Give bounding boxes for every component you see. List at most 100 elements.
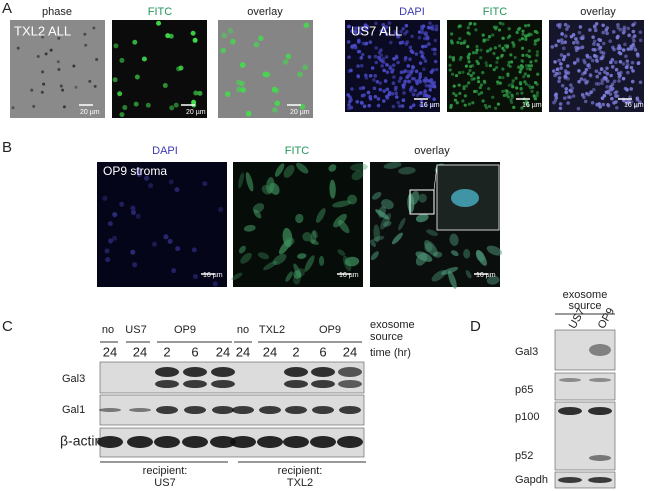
cell bbox=[347, 69, 352, 73]
cell bbox=[463, 94, 467, 98]
cell bbox=[535, 31, 539, 35]
cell bbox=[245, 110, 252, 117]
cell bbox=[302, 232, 312, 242]
band bbox=[211, 367, 235, 377]
scale-bar: 20 µm bbox=[80, 109, 100, 116]
cell bbox=[59, 84, 63, 88]
cell bbox=[135, 213, 141, 219]
blot-strip bbox=[554, 471, 616, 489]
cell bbox=[379, 48, 383, 52]
cell bbox=[282, 59, 289, 65]
cell bbox=[590, 100, 595, 105]
cell bbox=[535, 91, 540, 95]
cell bbox=[588, 28, 592, 32]
cell bbox=[591, 47, 596, 52]
cell bbox=[362, 93, 367, 97]
cell bbox=[409, 89, 413, 93]
cell bbox=[191, 99, 197, 105]
cell bbox=[337, 249, 346, 256]
cell bbox=[374, 21, 378, 26]
cell bbox=[471, 101, 475, 105]
cell bbox=[527, 55, 531, 59]
cell bbox=[510, 100, 514, 105]
cell bbox=[176, 66, 182, 72]
cell bbox=[506, 63, 511, 67]
cell bbox=[385, 96, 390, 100]
cell bbox=[512, 43, 516, 47]
cell bbox=[450, 41, 454, 45]
cell bbox=[461, 99, 465, 103]
cell bbox=[519, 87, 523, 91]
cell bbox=[421, 30, 425, 35]
cell bbox=[358, 86, 363, 91]
cell bbox=[475, 250, 485, 262]
cell bbox=[423, 44, 428, 49]
cell bbox=[92, 26, 96, 30]
cell bbox=[458, 37, 462, 41]
band bbox=[312, 406, 334, 414]
cell bbox=[560, 83, 565, 88]
cell bbox=[632, 39, 636, 43]
cell bbox=[93, 84, 97, 88]
cell bbox=[605, 71, 610, 76]
cell bbox=[496, 56, 500, 60]
row-label: Gapdh bbox=[515, 474, 548, 486]
cell bbox=[403, 55, 408, 60]
western-blots bbox=[97, 329, 616, 489]
cell bbox=[102, 195, 108, 201]
cell bbox=[264, 71, 271, 78]
cell bbox=[529, 64, 534, 68]
cell bbox=[350, 163, 368, 172]
cell bbox=[410, 64, 415, 69]
band bbox=[310, 436, 336, 448]
cell bbox=[493, 106, 498, 110]
cell bbox=[261, 185, 272, 195]
cell bbox=[498, 75, 502, 80]
cell bbox=[433, 38, 438, 43]
cell bbox=[316, 208, 326, 223]
cell bbox=[617, 71, 621, 76]
inset-line bbox=[433, 164, 438, 191]
cell bbox=[347, 55, 351, 59]
cell bbox=[520, 46, 525, 50]
cell bbox=[530, 89, 534, 93]
cell bbox=[376, 103, 381, 108]
cell bbox=[356, 49, 361, 54]
cell bbox=[486, 275, 500, 285]
cell bbox=[384, 55, 389, 59]
cell bbox=[510, 82, 514, 86]
cell bbox=[408, 71, 413, 76]
cell bbox=[458, 24, 462, 28]
cell bbox=[253, 41, 260, 48]
cell bbox=[347, 103, 351, 107]
cell bbox=[384, 32, 389, 36]
band bbox=[183, 380, 207, 388]
cell bbox=[238, 245, 246, 254]
cell bbox=[584, 91, 589, 96]
cell bbox=[492, 68, 496, 72]
cell bbox=[134, 74, 140, 80]
cell bbox=[529, 60, 533, 64]
cell bbox=[408, 57, 412, 62]
cell bbox=[473, 22, 477, 26]
cell bbox=[625, 100, 630, 105]
cell bbox=[498, 21, 502, 25]
cell bbox=[634, 104, 638, 109]
cell bbox=[631, 29, 636, 34]
cell bbox=[624, 54, 628, 59]
cell bbox=[479, 48, 483, 52]
cell bbox=[385, 63, 389, 67]
header-label: source bbox=[568, 300, 601, 312]
cell bbox=[528, 86, 533, 90]
cell bbox=[554, 92, 558, 97]
cell bbox=[230, 38, 236, 45]
micrograph bbox=[10, 20, 105, 118]
cell bbox=[42, 82, 46, 86]
cell bbox=[388, 66, 392, 70]
cell bbox=[303, 22, 310, 29]
cell bbox=[414, 69, 419, 74]
cell bbox=[517, 65, 521, 69]
cell bbox=[611, 30, 616, 34]
cell bbox=[608, 39, 612, 44]
cell bbox=[566, 24, 571, 29]
